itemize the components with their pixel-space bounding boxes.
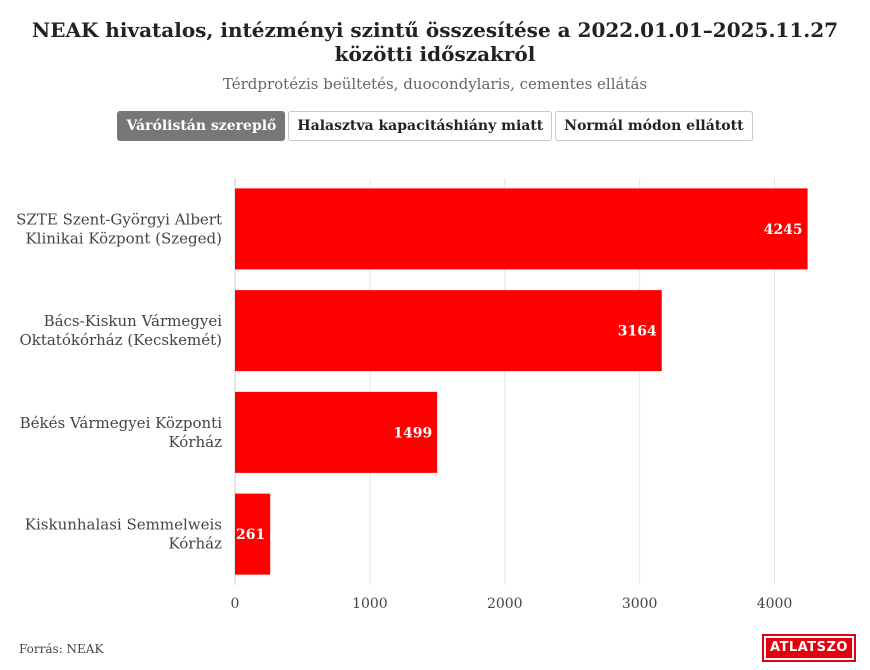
x-tick-label: 1000	[352, 596, 388, 612]
category-label: SZTE Szent-Györgyi Albert	[16, 210, 222, 228]
chart-title: NEAK hivatalos, intézményi szintű összes…	[31, 18, 839, 66]
data-label: 3164	[618, 324, 657, 340]
category-label: Klinikai Központ (Szeged)	[25, 229, 222, 247]
chart-subtitle: Térdprotézis beültetés, duocondylaris, c…	[222, 75, 648, 93]
category-label: Békés Vármegyei Központi	[20, 414, 223, 432]
x-tick-label: 3000	[622, 596, 658, 612]
x-tick-label: 0	[231, 596, 240, 612]
category-label: Kórház	[168, 433, 222, 451]
x-tick-label: 2000	[487, 596, 523, 612]
bar	[235, 290, 662, 372]
view-toggle-group: Várólistán szereplő Halasztva kapacitásh…	[0, 111, 870, 141]
bar	[235, 391, 438, 473]
bar	[235, 493, 271, 575]
atlatszo-logo[interactable]: ATLATSZO	[762, 634, 856, 662]
data-label: 1499	[393, 425, 432, 441]
toggle-normal-button[interactable]: Normál módon ellátott	[555, 111, 753, 141]
category-label: Kórház	[168, 535, 222, 553]
category-label: Bács-Kiskun Vármegyei	[44, 312, 223, 330]
category-label: Oktatókórház (Kecskemét)	[19, 331, 222, 349]
toggle-waitlist-button[interactable]: Várólistán szereplő	[117, 111, 286, 141]
category-label: Kiskunhalasi Semmelweis	[25, 516, 222, 534]
toggle-postponed-button[interactable]: Halasztva kapacitáshiány miatt	[288, 111, 553, 141]
data-label: 4245	[764, 222, 803, 238]
logo-text: ATLATSZO	[766, 638, 852, 658]
data-label: 261	[236, 527, 265, 543]
x-tick-label: 4000	[757, 596, 793, 612]
bar	[235, 188, 808, 270]
source-note: Forrás: NEAK	[19, 642, 104, 656]
